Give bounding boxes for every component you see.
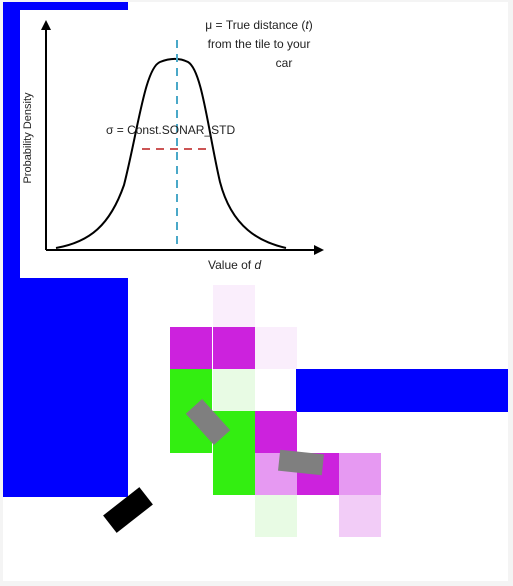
- y-axis-label: Probability Density: [22, 92, 34, 184]
- wall-right-bar: [296, 369, 508, 412]
- gaussian-plot: [41, 20, 324, 255]
- y-axis-arrow-icon: [41, 20, 51, 30]
- tile-r4-c2: [213, 453, 255, 495]
- sigma-annotation: σ = Const.SONAR_STD: [106, 123, 236, 137]
- x-axis-arrow-icon: [314, 245, 324, 255]
- mu-annotation-line-2: from the tile to your: [207, 37, 311, 51]
- tile-r1-c3: [255, 327, 297, 369]
- tile-r4-c5: [339, 453, 381, 495]
- tile-r3-c3: [255, 411, 297, 453]
- x-axis-label-variable: d: [254, 258, 262, 272]
- gaussian-curve: [55, 58, 287, 249]
- mu-annotation-line-1: μ = True distance (t): [205, 18, 313, 32]
- tile-r2-c2: [213, 369, 255, 411]
- probability-density-figure: Probability Density Value of d μ = True …: [20, 10, 337, 278]
- wall-left-vertical: [3, 2, 20, 497]
- wall-top-left: [3, 2, 128, 10]
- wall-left-block: [20, 278, 128, 497]
- other-car: [278, 449, 324, 476]
- tile-r1-c1: [170, 327, 212, 369]
- tile-r5-c3: [255, 495, 297, 537]
- x-axis-label: Value of d: [208, 258, 261, 272]
- mu-annotation-line-3: car: [275, 56, 293, 70]
- x-axis-label-text: Value of: [208, 258, 255, 272]
- mu-annotation: μ = True distance (t) from the tile to y…: [184, 16, 334, 73]
- tile-r1-c2: [213, 327, 255, 369]
- tile-r5-c5: [339, 495, 381, 537]
- tile-r0-c2: [213, 285, 255, 327]
